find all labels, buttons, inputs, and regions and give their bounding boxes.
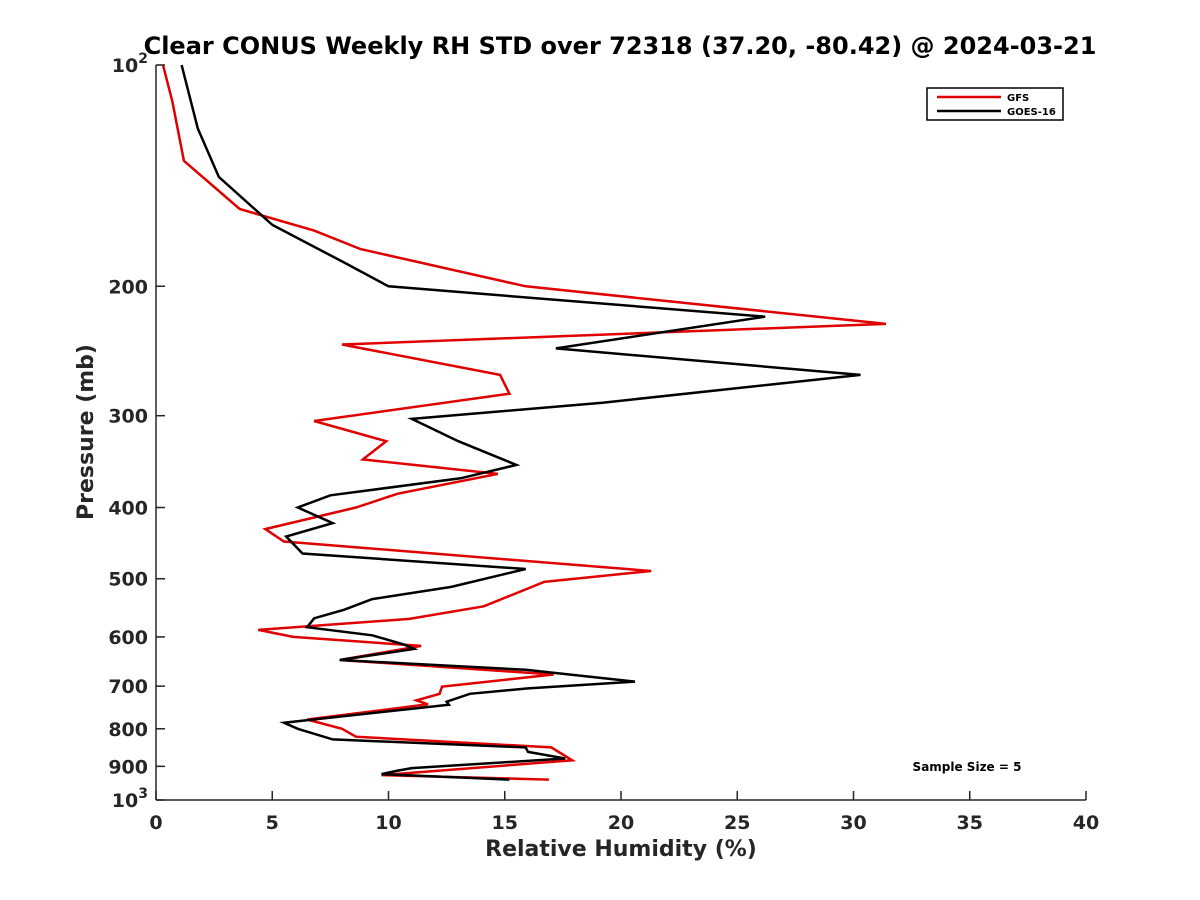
chart-title: Clear CONUS Weekly RH STD over 72318 (37… xyxy=(144,32,1097,60)
x-tick-label: 25 xyxy=(724,812,750,834)
axes-layer: 0 5 10 15 20 25 30 35 40 102 200 300 400 500 600 700 800… xyxy=(108,51,1099,834)
x-tick-label: 30 xyxy=(840,812,866,834)
series-layer xyxy=(161,64,887,781)
y-tick-label: 700 xyxy=(108,676,148,698)
x-tick-label: 20 xyxy=(608,812,634,834)
y-tick-label: 300 xyxy=(108,406,148,428)
legend-box xyxy=(926,87,1064,121)
x-tick-label: 35 xyxy=(957,812,983,834)
x-axis-label: Relative Humidity (%) xyxy=(485,837,757,862)
series-line-gfs xyxy=(161,64,887,781)
y-axis-label: Pressure (mb) xyxy=(74,344,99,520)
legend-label-goes: GOES-16 xyxy=(1007,107,1056,118)
y-tick-label: 500 xyxy=(108,569,148,591)
x-tick-label: 5 xyxy=(266,812,279,834)
x-tick-label: 15 xyxy=(492,812,518,834)
y-tick-label: 200 xyxy=(108,276,148,298)
x-tick-label: 40 xyxy=(1073,812,1099,834)
x-tick-label: 0 xyxy=(149,812,162,834)
y-tick-label: 102 xyxy=(112,51,148,77)
y-tick-label: 800 xyxy=(108,719,148,741)
y-tick-label: 103 xyxy=(112,786,148,812)
y-tick-label: 400 xyxy=(108,498,148,520)
y-tick-label: 900 xyxy=(108,756,148,778)
legend: GFS GOES-16 xyxy=(926,87,1064,121)
plot-area xyxy=(156,65,1086,800)
series-line-goes-16 xyxy=(180,64,861,781)
x-tick-label: 10 xyxy=(375,812,401,834)
y-tick-label: 600 xyxy=(108,627,148,649)
sample-size-annotation: Sample Size = 5 xyxy=(913,760,1022,774)
legend-label-gfs: GFS xyxy=(1007,93,1029,104)
